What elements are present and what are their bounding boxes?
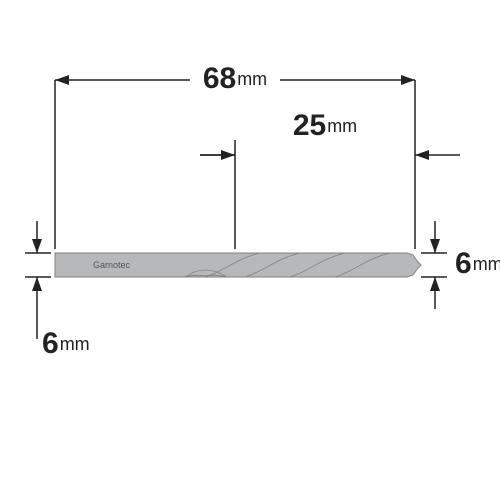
drill-bit: Garnotec: [55, 253, 421, 277]
dimension-label: 6mm: [42, 327, 90, 360]
dimension-label: 25mm: [293, 109, 357, 142]
arrow-head: [415, 150, 429, 160]
arrow-head: [221, 150, 235, 160]
dimension-label: 68mm: [203, 62, 267, 95]
brand-label: Garnotec: [93, 260, 131, 270]
arrow-head: [55, 75, 69, 85]
arrow-head: [32, 239, 42, 253]
arrow-head: [430, 239, 440, 253]
arrow-head: [430, 277, 440, 291]
arrow-head: [401, 75, 415, 85]
dimension-label: 6mm: [455, 247, 500, 280]
arrow-head: [32, 277, 42, 291]
